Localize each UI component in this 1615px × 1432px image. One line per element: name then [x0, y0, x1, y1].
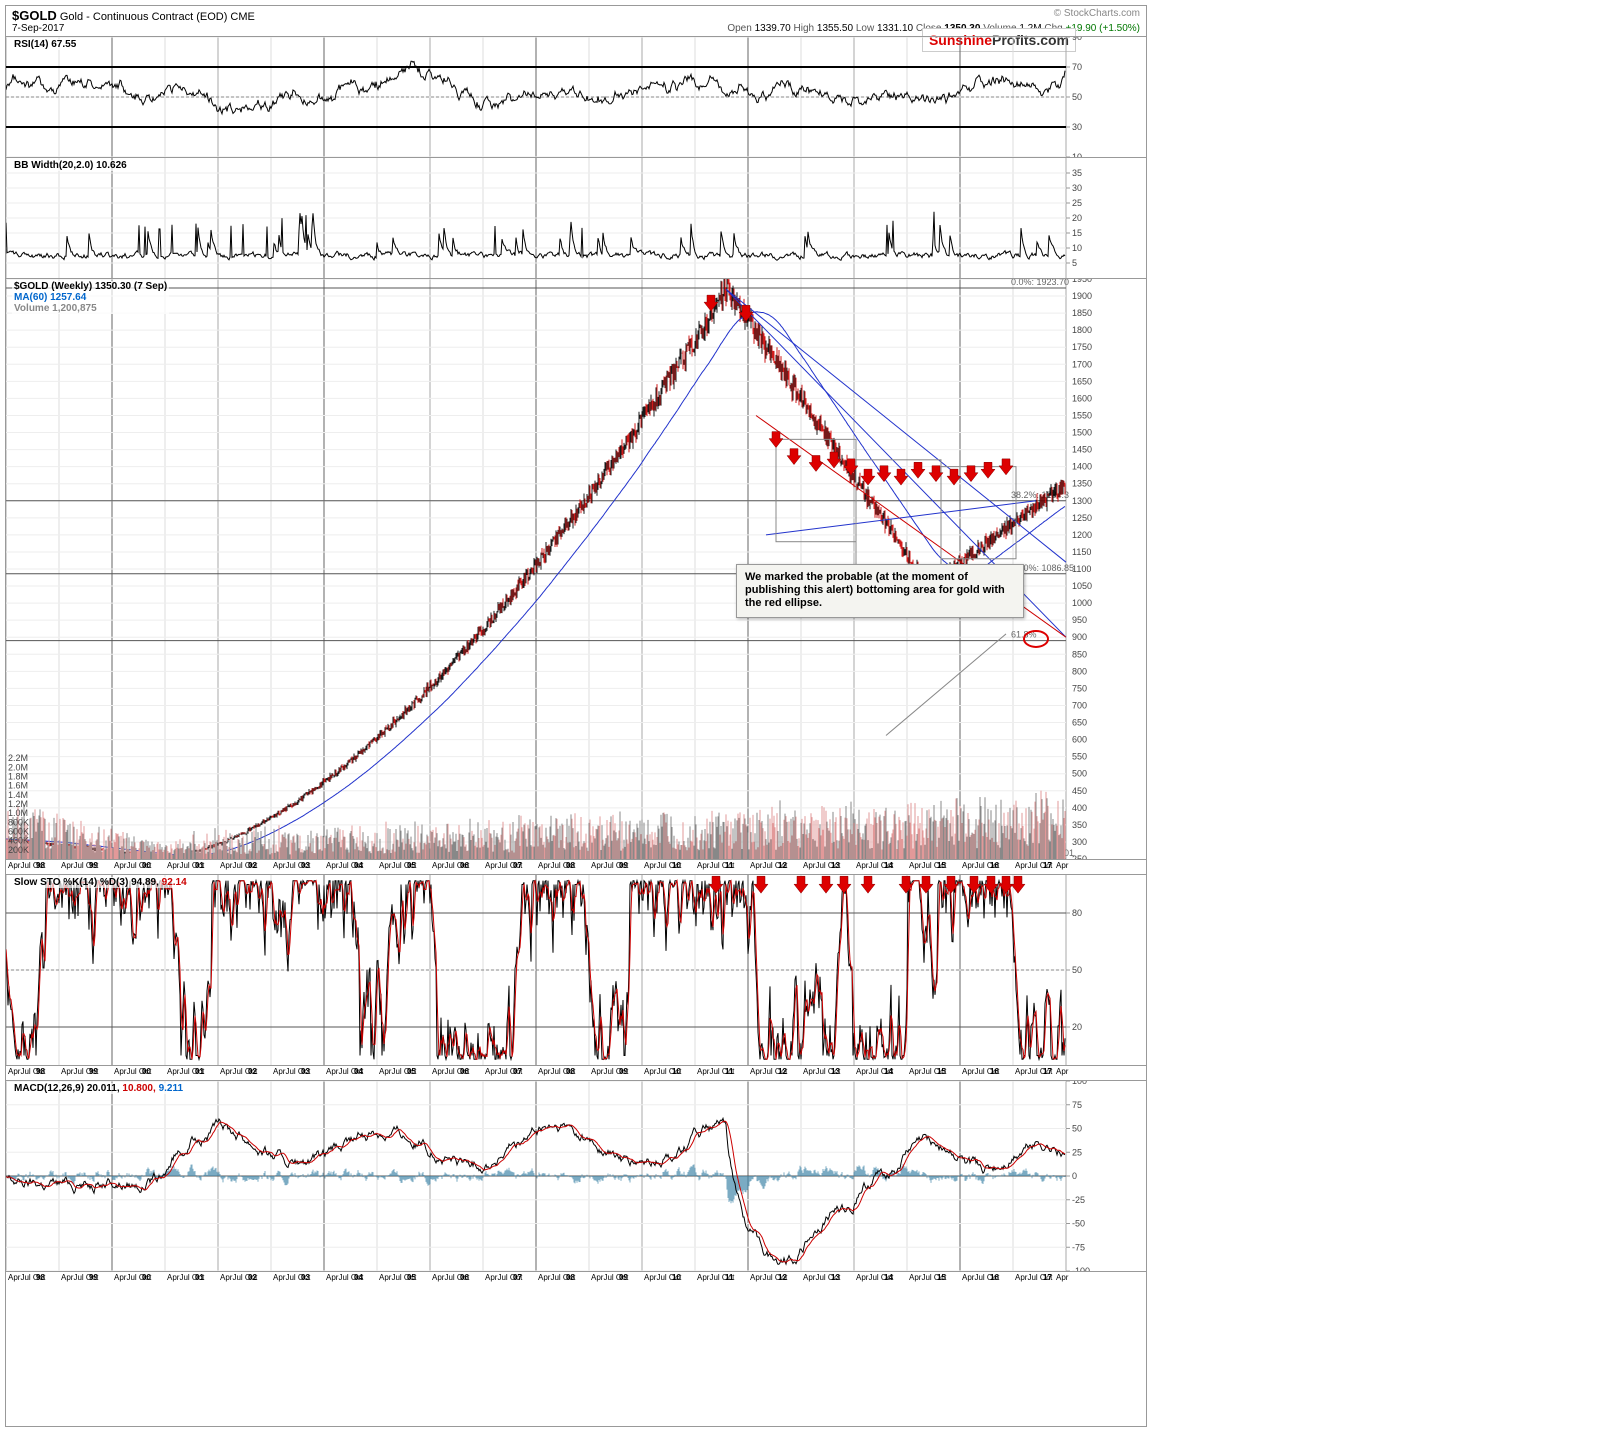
svg-text:400: 400 — [1072, 803, 1087, 813]
rsi-chart: 1030507090 — [6, 37, 1106, 157]
svg-text:1500: 1500 — [1072, 428, 1092, 438]
svg-text:70: 70 — [1072, 62, 1082, 72]
svg-text:50: 50 — [1072, 1124, 1082, 1134]
svg-text:10: 10 — [1072, 243, 1082, 253]
svg-text:30: 30 — [1072, 122, 1082, 132]
svg-text:90: 90 — [1072, 37, 1082, 42]
svg-text:750: 750 — [1072, 683, 1087, 693]
x-axis-sto: AprJul Oct98AprJul Oct99AprJul Oct00AprJ… — [6, 1065, 1146, 1080]
svg-text:50: 50 — [1072, 965, 1082, 975]
source-label: © StockCharts.com — [1054, 8, 1140, 23]
svg-text:100: 100 — [1072, 1081, 1087, 1086]
svg-text:200K: 200K — [8, 845, 29, 855]
vol-label: Volume 1,200,875 — [14, 303, 97, 314]
svg-text:15: 15 — [1072, 228, 1082, 238]
annotation-box: We marked the probable (at the moment of… — [736, 564, 1024, 618]
svg-text:650: 650 — [1072, 718, 1087, 728]
x-axis-macd: AprJul Oct98AprJul Oct99AprJul Oct00AprJ… — [6, 1271, 1146, 1286]
macd-label: MACD(12,26,9) — [14, 1083, 84, 1094]
svg-text:0: 0 — [1072, 1171, 1077, 1181]
svg-text:800: 800 — [1072, 666, 1087, 676]
symbol: $GOLD — [12, 8, 57, 23]
svg-text:800K: 800K — [8, 817, 29, 827]
svg-text:2.2M: 2.2M — [8, 753, 28, 763]
rsi-label: RSI(14) 67.55 — [14, 39, 76, 50]
svg-text:1.8M: 1.8M — [8, 772, 28, 782]
stochastic-panel: Slow STO %K(14) %D(3) 94.89, 92.14 20508… — [6, 874, 1146, 1065]
svg-text:1850: 1850 — [1072, 308, 1092, 318]
svg-text:700: 700 — [1072, 700, 1087, 710]
svg-text:1700: 1700 — [1072, 359, 1092, 369]
svg-text:1050: 1050 — [1072, 581, 1092, 591]
bb-panel: BB Width(20,2.0) 10.626 5 10 15 20 25 30 35 — [6, 157, 1146, 278]
chart-container: $GOLD Gold - Continuous Contract (EOD) C… — [5, 5, 1147, 1427]
svg-text:300: 300 — [1072, 837, 1087, 847]
svg-text:1150: 1150 — [1072, 547, 1091, 557]
svg-text:550: 550 — [1072, 752, 1087, 762]
x-axis-price: AprJul Oct98AprJul Oct99AprJul Oct00AprJ… — [6, 859, 1146, 874]
svg-text:-75: -75 — [1072, 1242, 1085, 1252]
svg-text:1.0M: 1.0M — [8, 808, 28, 818]
svg-text:1200: 1200 — [1072, 530, 1092, 540]
svg-text:1600: 1600 — [1072, 393, 1092, 403]
svg-text:1350: 1350 — [1072, 479, 1092, 489]
svg-text:350: 350 — [1072, 820, 1087, 830]
svg-text:-25: -25 — [1072, 1195, 1085, 1205]
svg-text:35: 35 — [1072, 168, 1082, 178]
svg-text:1250: 1250 — [1072, 513, 1092, 523]
svg-text:600K: 600K — [8, 827, 29, 837]
sto-label: Slow STO %K(14) %D(3) — [14, 877, 128, 888]
svg-text:0.0%: 1923.70: 0.0%: 1923.70 — [1011, 279, 1069, 287]
bb-chart: 5 10 15 20 25 30 35 — [6, 158, 1106, 278]
svg-text:500: 500 — [1072, 769, 1087, 779]
svg-text:1.6M: 1.6M — [8, 781, 28, 791]
svg-text:75: 75 — [1072, 1100, 1082, 1110]
rsi-panel: RSI(14) 67.55 1030507090 — [6, 36, 1146, 157]
svg-text:1450: 1450 — [1072, 445, 1092, 455]
svg-text:25: 25 — [1072, 198, 1082, 208]
svg-text:50: 50 — [1072, 92, 1082, 102]
svg-text:400K: 400K — [8, 836, 29, 846]
svg-text:30: 30 — [1072, 183, 1082, 193]
ma-label: MA(60) 1257.64 — [14, 292, 86, 303]
svg-text:1.4M: 1.4M — [8, 790, 28, 800]
svg-text:20: 20 — [1072, 213, 1082, 223]
price-label: $GOLD (Weekly) 1350.30 (7 Sep) — [14, 281, 167, 292]
svg-text:1300: 1300 — [1072, 496, 1092, 506]
symbol-desc: Gold - Continuous Contract (EOD) CME — [60, 11, 255, 23]
svg-text:1100: 1100 — [1072, 564, 1091, 574]
svg-text:1800: 1800 — [1072, 325, 1092, 335]
macd-chart: -100-75-50-250255075100 — [6, 1081, 1106, 1271]
stochastic-chart: 20 50 80 — [6, 875, 1106, 1065]
svg-text:1950: 1950 — [1072, 279, 1092, 284]
svg-text:1650: 1650 — [1072, 376, 1092, 386]
svg-text:1.2M: 1.2M — [8, 799, 28, 809]
svg-text:450: 450 — [1072, 786, 1087, 796]
svg-text:25: 25 — [1072, 1147, 1082, 1157]
svg-text:950: 950 — [1072, 615, 1087, 625]
price-panel: $GOLD (Weekly) 1350.30 (7 Sep) MA(60) 12… — [6, 278, 1146, 859]
macd-panel: MACD(12,26,9) 20.011, 10.800, 9.211 -100… — [6, 1080, 1146, 1271]
svg-text:-50: -50 — [1072, 1219, 1085, 1229]
svg-text:850: 850 — [1072, 649, 1087, 659]
svg-text:20: 20 — [1072, 1022, 1082, 1032]
svg-text:80: 80 — [1072, 908, 1082, 918]
svg-text:1400: 1400 — [1072, 462, 1092, 472]
bb-label: BB Width(20,2.0) 10.626 — [14, 160, 127, 171]
chart-date: 7-Sep-2017 — [12, 23, 64, 34]
svg-text:600: 600 — [1072, 735, 1087, 745]
svg-text:5: 5 — [1072, 258, 1077, 268]
svg-text:900: 900 — [1072, 632, 1087, 642]
svg-text:1900: 1900 — [1072, 291, 1092, 301]
chart-header: $GOLD Gold - Continuous Contract (EOD) C… — [6, 6, 1146, 23]
svg-text:1550: 1550 — [1072, 410, 1092, 420]
svg-text:1750: 1750 — [1072, 342, 1092, 352]
svg-text:1000: 1000 — [1072, 598, 1092, 608]
svg-text:2.0M: 2.0M — [8, 762, 28, 772]
